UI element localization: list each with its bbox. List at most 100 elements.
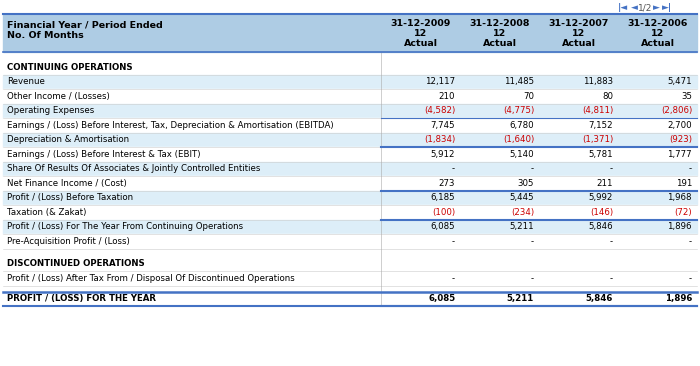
Text: 5,140: 5,140 [510, 150, 534, 159]
Text: -: - [689, 237, 692, 246]
Text: 11,485: 11,485 [504, 77, 534, 86]
Bar [3, 118, 697, 132]
Text: -: - [689, 164, 692, 173]
Bar [3, 161, 697, 176]
Text: 80: 80 [602, 92, 613, 101]
Text: -: - [452, 274, 455, 283]
Text: Actual: Actual [482, 39, 517, 48]
Text: 6,780: 6,780 [510, 121, 534, 130]
Bar [3, 234, 697, 249]
Text: (234): (234) [511, 208, 534, 217]
Text: ►|: ►| [662, 4, 672, 12]
Text: (4,775): (4,775) [503, 106, 534, 115]
Text: -: - [531, 237, 534, 246]
Text: (72): (72) [674, 208, 692, 217]
Text: -: - [452, 164, 455, 173]
Text: Other Income / (Losses): Other Income / (Losses) [7, 92, 110, 101]
Bar [3, 132, 697, 147]
Text: (2,806): (2,806) [661, 106, 692, 115]
Text: Actual: Actual [404, 39, 438, 48]
Text: ►: ► [652, 4, 659, 12]
Text: 12: 12 [651, 29, 664, 38]
Text: 70: 70 [523, 92, 534, 101]
Text: 210: 210 [439, 92, 455, 101]
Text: -: - [610, 274, 613, 283]
Text: Profit / (Loss) After Tax From / Disposal Of Discontinued Operations: Profit / (Loss) After Tax From / Disposa… [7, 274, 295, 283]
Bar [3, 75, 697, 89]
Text: Net Finance Income / (Cost): Net Finance Income / (Cost) [7, 179, 127, 188]
Bar [3, 104, 697, 118]
Text: -: - [452, 237, 455, 246]
Bar [3, 147, 697, 161]
Text: -: - [531, 164, 534, 173]
Text: Actual: Actual [640, 39, 675, 48]
Text: 211: 211 [596, 179, 613, 188]
Text: ◄: ◄ [631, 4, 638, 12]
Text: -: - [531, 274, 534, 283]
Text: Actual: Actual [561, 39, 596, 48]
Text: -: - [610, 164, 613, 173]
Text: 2,700: 2,700 [667, 121, 692, 130]
Text: Profit / (Loss) Before Taxation: Profit / (Loss) Before Taxation [7, 193, 133, 202]
Text: 12: 12 [572, 29, 585, 38]
Bar [3, 271, 697, 285]
Text: 12: 12 [493, 29, 506, 38]
Text: 7,152: 7,152 [589, 121, 613, 130]
Text: 273: 273 [439, 179, 455, 188]
Text: 1/2: 1/2 [638, 4, 652, 12]
Text: 35: 35 [681, 92, 692, 101]
Bar [3, 220, 697, 234]
Text: 6,085: 6,085 [430, 222, 455, 231]
Text: -: - [689, 274, 692, 283]
Text: (4,811): (4,811) [582, 106, 613, 115]
Text: Profit / (Loss) For The Year From Continuing Operations: Profit / (Loss) For The Year From Contin… [7, 222, 243, 231]
Text: 6,185: 6,185 [430, 193, 455, 202]
Text: (100): (100) [432, 208, 455, 217]
Text: 12,117: 12,117 [425, 77, 455, 86]
Text: 5,211: 5,211 [507, 294, 534, 303]
Text: 31-12-2009: 31-12-2009 [391, 19, 451, 28]
Text: 5,912: 5,912 [430, 150, 455, 159]
Text: CONTINUING OPERATIONS: CONTINUING OPERATIONS [7, 63, 132, 72]
Text: 1,896: 1,896 [664, 294, 692, 303]
Text: (923): (923) [669, 135, 692, 144]
Text: Financial Year / Period Ended: Financial Year / Period Ended [7, 21, 162, 30]
Text: Depreciation & Amortisation: Depreciation & Amortisation [7, 135, 129, 144]
Text: Revenue: Revenue [7, 77, 45, 86]
Bar [3, 291, 697, 306]
Text: 1,896: 1,896 [668, 222, 692, 231]
Text: 1,777: 1,777 [667, 150, 692, 159]
Bar [3, 14, 697, 52]
Text: 7,745: 7,745 [430, 121, 455, 130]
Text: 5,781: 5,781 [589, 150, 613, 159]
Text: Operating Expenses: Operating Expenses [7, 106, 94, 115]
Bar [3, 89, 697, 104]
Bar [3, 176, 697, 190]
Text: 191: 191 [676, 179, 692, 188]
Text: 6,085: 6,085 [428, 294, 455, 303]
Text: Taxation (& Zakat): Taxation (& Zakat) [7, 208, 86, 217]
Text: No. Of Months: No. Of Months [7, 31, 84, 40]
Text: Pre-Acquisition Profit / (Loss): Pre-Acquisition Profit / (Loss) [7, 237, 130, 246]
Text: DISCONTINUED OPERATIONS: DISCONTINUED OPERATIONS [7, 259, 145, 268]
Text: 5,846: 5,846 [589, 222, 613, 231]
Bar [3, 205, 697, 220]
Text: 31-12-2008: 31-12-2008 [470, 19, 530, 28]
Text: -: - [610, 237, 613, 246]
Text: (1,371): (1,371) [582, 135, 613, 144]
Text: (1,640): (1,640) [503, 135, 534, 144]
Text: 31-12-2006: 31-12-2006 [627, 19, 687, 28]
Text: 305: 305 [517, 179, 534, 188]
Bar [3, 190, 697, 205]
Text: 5,846: 5,846 [586, 294, 613, 303]
Text: Earnings / (Loss) Before Interest & Tax (EBIT): Earnings / (Loss) Before Interest & Tax … [7, 150, 200, 159]
Text: 5,211: 5,211 [510, 222, 534, 231]
Text: PROFIT / (LOSS) FOR THE YEAR: PROFIT / (LOSS) FOR THE YEAR [7, 294, 156, 303]
Text: (146): (146) [590, 208, 613, 217]
Text: 1,968: 1,968 [668, 193, 692, 202]
Text: 5,445: 5,445 [510, 193, 534, 202]
Text: Share Of Results Of Associates & Jointly Controlled Entities: Share Of Results Of Associates & Jointly… [7, 164, 260, 173]
Text: 5,471: 5,471 [667, 77, 692, 86]
Text: (4,582): (4,582) [424, 106, 455, 115]
Text: Earnings / (Loss) Before Interest, Tax, Depreciation & Amortisation (EBITDA): Earnings / (Loss) Before Interest, Tax, … [7, 121, 334, 130]
